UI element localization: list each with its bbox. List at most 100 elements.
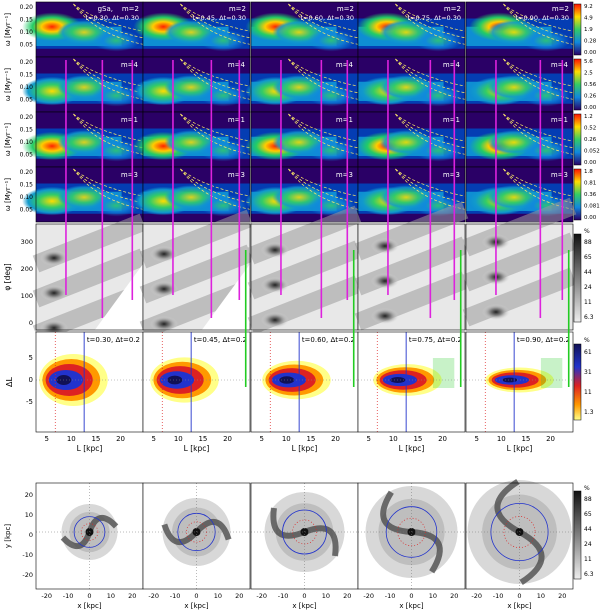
colorbar-strip	[573, 233, 582, 323]
resonance-curve	[73, 58, 144, 100]
resonance-box	[540, 358, 563, 388]
mode-label: m=1	[443, 116, 460, 124]
colorbar-tick: 88	[584, 239, 592, 246]
mode-label: m=3	[228, 171, 245, 179]
density-peak	[150, 281, 178, 297]
power-peak	[522, 29, 570, 52]
resonance-curve	[288, 3, 359, 45]
dl-xtick: 15	[198, 435, 207, 443]
mode-label: m=3	[336, 171, 353, 179]
colorbar-tick: 0.26	[584, 137, 597, 143]
xy-ytick: -10	[22, 551, 33, 559]
colorbar-strip	[573, 168, 582, 221]
dl-xtick: 10	[497, 435, 506, 443]
phi-panel	[354, 201, 469, 331]
xy-ytick: 20	[25, 491, 33, 499]
face-on-panel: -20 -10 0 10 20 x [kpc]	[142, 482, 251, 610]
spectrogram-panel: m=4	[22, 56, 144, 113]
colorbar-unit: %	[584, 337, 590, 344]
spectrogram-panel: m=3	[22, 166, 144, 223]
spectrogram-panel: m=1	[356, 111, 466, 168]
face-on-density-panels: -20 -10 0 10 20x [kpc]-20 -10 0 10 20x [kpc]-20-…	[35, 479, 594, 610]
resonance-curve	[395, 3, 466, 32]
axis-labels: 0.20 0.15 0.10 0.05 ω [Myr⁻¹] 0.20 0.15 0.10 0.0…	[3, 4, 33, 579]
resonance-box	[432, 358, 455, 388]
xy-colorbar: % 88 65 44 24 11 6.3	[573, 485, 594, 580]
colorbar-tick: 1.9	[584, 27, 593, 33]
spec-ytick: 0.10	[20, 29, 34, 36]
colorbar-tick: 0.28	[584, 39, 597, 45]
colorbar-tick: 24	[584, 541, 592, 548]
colorbar-tick: 1.8	[584, 169, 593, 175]
xy-xtick: 20	[343, 592, 351, 600]
spec-ylabel: ω [Myr⁻¹]	[4, 13, 12, 46]
colorbar-unit: %	[584, 228, 590, 235]
density-peak	[150, 246, 178, 262]
power-peak	[92, 84, 140, 107]
resonance-curve	[180, 3, 251, 45]
delta-l-panel: t=0.30, Δt=0.2 5 10 15 20 L [kpc]	[35, 331, 144, 453]
spectrogram-colorbar: 9.2 4.9 1.9 0.28 0.00	[573, 3, 597, 56]
resonance-curve	[180, 113, 251, 149]
resonance-curve	[180, 58, 251, 100]
mode-label: m=4	[336, 61, 354, 69]
xy-xtick: -10	[170, 592, 181, 600]
xy-xtick: -20	[41, 592, 52, 600]
mode-label: m=2	[229, 5, 246, 13]
colorbar-tick: 0.00	[584, 105, 597, 111]
resonance-curve	[503, 3, 574, 45]
colorbar-tick: 4.9	[584, 16, 593, 22]
xy-xtick: 0	[409, 592, 413, 600]
spectrogram-panel: m=4	[465, 56, 574, 113]
dl-xlabel: L [kpc]	[77, 444, 103, 453]
xy-xtick: 0	[87, 592, 91, 600]
resonance-curve	[395, 58, 466, 94]
panel-frame	[465, 331, 574, 433]
spiral-arm	[161, 523, 199, 545]
dl-xtick: 5	[151, 435, 155, 443]
power-peak	[92, 29, 140, 52]
xy-xtick: 0	[194, 592, 198, 600]
colorbar-tick: 65	[584, 254, 592, 261]
xy-xlabel: x [kpc]	[77, 602, 101, 610]
colorbar-tick: 65	[584, 511, 592, 518]
phi-colorbar: % 88 65 44 24 11 6.3	[573, 228, 594, 323]
ilr-circle	[80, 523, 99, 541]
dl-xtick: 20	[331, 435, 340, 443]
dl-xtick: 10	[389, 435, 398, 443]
power-peak	[522, 139, 570, 162]
resonance-curve	[288, 58, 359, 87]
spec-ytick: 0.15	[20, 72, 34, 79]
ilr-circle	[397, 517, 426, 547]
model-label: gSa,	[98, 5, 113, 13]
spec-ytick: 0.05	[20, 207, 34, 214]
spectrogram-panel: m=1	[245, 111, 359, 168]
spectrogram-panel: m=1	[465, 111, 574, 168]
face-on-panel: -20 -10 0 10 20 x [kpc]	[357, 482, 466, 610]
resonance-curve	[73, 113, 144, 155]
spectrogram-panel: m=3	[245, 166, 359, 223]
density-peak	[371, 273, 399, 289]
density-peak	[261, 312, 289, 328]
resonance-curve	[180, 58, 251, 94]
resonance-curve	[288, 113, 359, 149]
colorbar-tick: 11	[584, 556, 592, 563]
resonance-curve	[288, 168, 359, 204]
time-label: t=0.90, Δt=0.30	[515, 14, 569, 22]
mode-label: m=1	[121, 116, 138, 124]
resonance-curve	[395, 3, 466, 39]
colorbar-tick: 0.052	[584, 149, 600, 155]
dl-xtick: 15	[413, 435, 422, 443]
resonance-curve	[503, 113, 574, 142]
empty-region	[201, 264, 250, 330]
colorbar-strip	[573, 490, 582, 580]
resonance-curve	[395, 113, 466, 155]
time-label: t=0.30, Δt=0.30	[85, 14, 139, 22]
time-label: t=0.30, Δt=0.2	[87, 336, 140, 344]
colorbar-tick: 6.3	[584, 314, 594, 321]
xy-xtick: -10	[63, 592, 74, 600]
resonance-curve	[395, 113, 466, 142]
mode-label: m=1	[228, 116, 245, 124]
